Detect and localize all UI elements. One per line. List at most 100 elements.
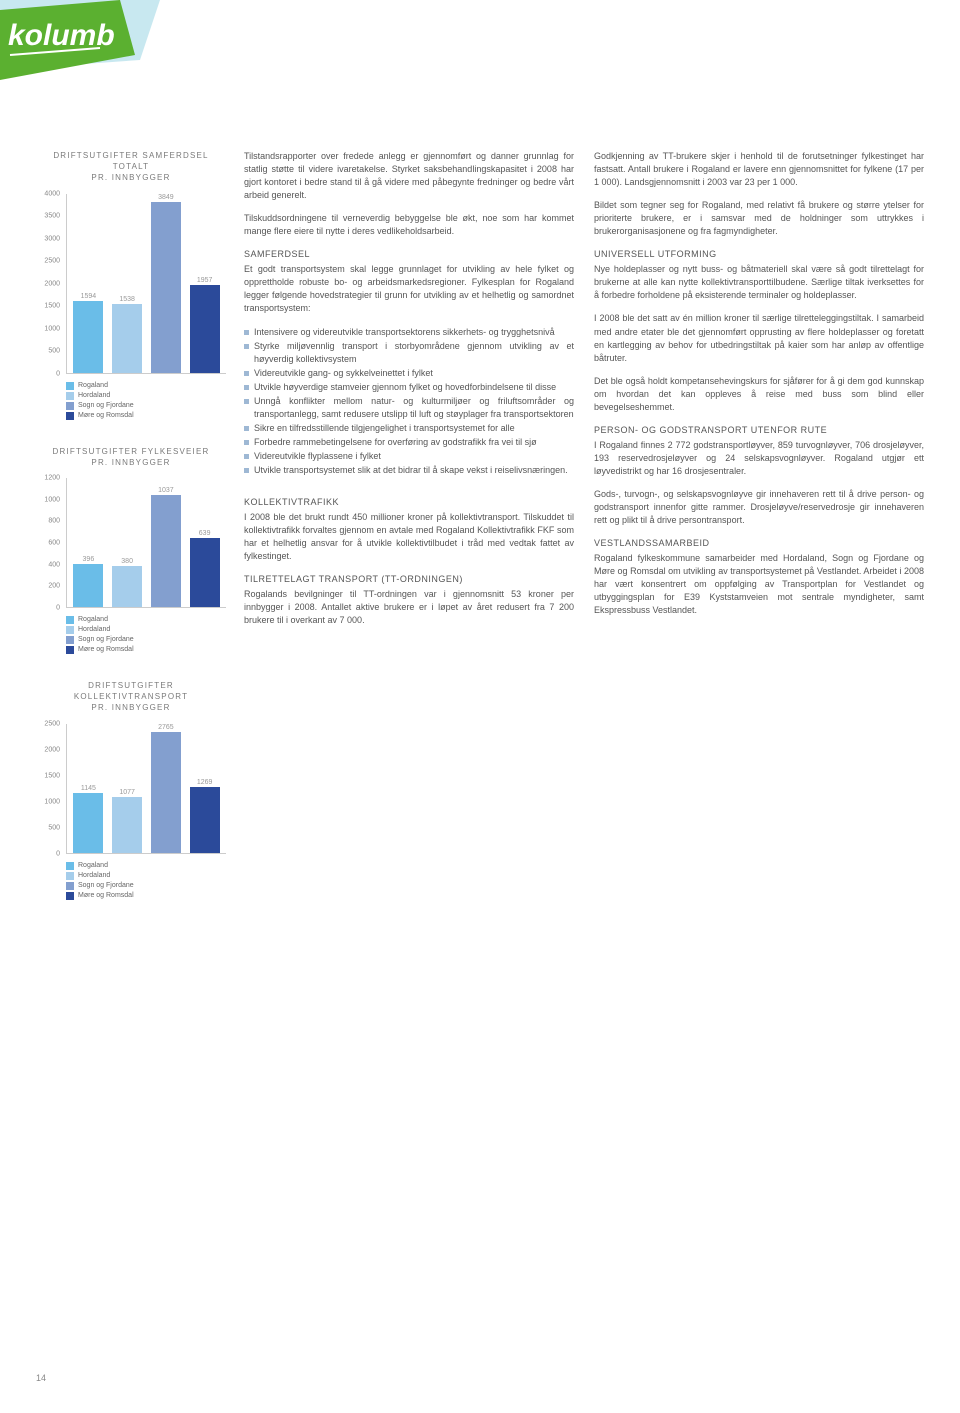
legend-swatch [66,892,74,900]
svg-text:kolumb: kolumb [8,19,115,52]
bar-value-label: 1145 [81,785,96,792]
chart-area: 0500100015002000250030003500400015941538… [36,194,226,374]
y-tick-label: 1200 [44,474,60,481]
y-tick-label: 1000 [44,496,60,503]
chart-bars: 396 380 1037 639 [66,478,226,608]
bullet-item: Videreutvikle gang- og sykkelveinettet i… [244,367,574,380]
bar-value-label: 396 [83,556,95,563]
section-heading-samferdsel: SAMFERDSEL [244,248,574,261]
bar-rect [112,797,142,853]
y-tick-label: 2000 [44,746,60,753]
paragraph: I 2008 ble det brukt rundt 450 millioner… [244,511,574,563]
y-tick-label: 0 [56,850,60,857]
chart-title: DRIFTSUTGIFTER SAMFERDSEL TOTALTPR. INNB… [36,150,226,184]
bar-rect [151,495,181,606]
bar-rect [73,301,103,372]
legend-item: Rogaland [66,616,226,624]
paragraph: Gods-, turvogn-, og selskapsvognløyve gi… [594,488,924,527]
bar-rect [151,202,181,373]
legend-label: Møre og Romsdal [78,646,134,653]
y-tick-label: 0 [56,604,60,611]
legend-swatch [66,616,74,624]
paragraph: Rogaland fylkeskommune samarbeider med H… [594,552,924,617]
y-tick-label: 600 [48,539,60,546]
chart-bars: 1594153838491957 [66,194,226,374]
header-logo-image: kolumb [0,0,160,90]
bar: 1037 [149,478,184,607]
legend-label: Hordaland [78,392,110,399]
chart-title: DRIFTSUTGIFTER KOLLEKTIVTRANSPORTPR. INN… [36,680,226,714]
legend-label: Sogn og Fjordane [78,636,134,643]
legend-swatch [66,882,74,890]
bar-rect [112,566,142,607]
bar: 639 [187,478,222,607]
chart-legend: Rogaland Hordaland Sogn og Fjordane Møre og… [36,382,226,420]
bar-value-label: 380 [121,558,133,565]
legend-swatch [66,392,74,400]
y-tick-label: 2500 [44,720,60,727]
bullet-item: Unngå konflikter mellom natur- og kultur… [244,395,574,421]
legend-swatch [66,646,74,654]
bullet-item: Forbedre rammebetingelsene for overførin… [244,436,574,449]
legend-item: Møre og Romsdal [66,646,226,654]
chart-title: DRIFTSUTGIFTER FYLKESVEIERPR. INNBYGGER [36,446,226,468]
chart-block: DRIFTSUTGIFTER KOLLEKTIVTRANSPORTPR. INN… [36,680,226,900]
legend-swatch [66,412,74,420]
text-column-1: Tilstandsrapporter over fredede anlegg e… [244,150,574,926]
y-tick-label: 1000 [44,325,60,332]
legend-swatch [66,626,74,634]
legend-item: Rogaland [66,862,226,870]
y-tick-label: 500 [48,348,60,355]
bullet-list: Intensivere og videreutvikle transportse… [244,326,574,478]
bar: 1594 [71,194,106,373]
legend-label: Sogn og Fjordane [78,402,134,409]
paragraph: Nye holdeplasser og nytt buss- og båtmat… [594,263,924,302]
y-tick-label: 2500 [44,258,60,265]
legend-item: Møre og Romsdal [66,892,226,900]
bar: 1538 [110,194,145,373]
paragraph: Rogalands bevilgninger til TT-ordningen … [244,588,574,627]
section-heading-uu: UNIVERSELL UTFORMING [594,248,924,261]
y-tick-label: 0 [56,370,60,377]
y-tick-label: 200 [48,583,60,590]
y-tick-label: 1500 [44,772,60,779]
legend-item: Sogn og Fjordane [66,402,226,410]
bullet-item: Intensivere og videreutvikle transportse… [244,326,574,339]
bar: 2765 [149,724,184,853]
legend-label: Hordaland [78,872,110,879]
y-tick-label: 3000 [44,235,60,242]
section-heading-tt: TILRETTELAGT TRANSPORT (TT-ORDNINGEN) [244,573,574,586]
page-content: DRIFTSUTGIFTER SAMFERDSEL TOTALTPR. INNB… [36,150,924,926]
text-column-2: Godkjenning av TT-brukere skjer i henhol… [594,150,924,926]
bar: 1269 [187,724,222,853]
y-axis: 05001000150020002500 [36,724,64,854]
bar-value-label: 1269 [197,779,213,786]
charts-sidebar: DRIFTSUTGIFTER SAMFERDSEL TOTALTPR. INNB… [36,150,226,926]
y-tick-label: 4000 [44,190,60,197]
bar-value-label: 3849 [158,194,174,201]
text-columns: Tilstandsrapporter over fredede anlegg e… [244,150,924,926]
bullet-item: Utvikle transportsystemet slik at det bi… [244,464,574,477]
paragraph: I 2008 ble det satt av én million kroner… [594,312,924,364]
legend-label: Hordaland [78,626,110,633]
chart-area: 050010001500200025001145107727651269 [36,724,226,854]
legend-label: Rogaland [78,862,108,869]
legend-swatch [66,382,74,390]
chart-block: DRIFTSUTGIFTER FYLKESVEIERPR. INNBYGGER 0… [36,446,226,654]
chart-legend: Rogaland Hordaland Sogn og Fjordane Møre og… [36,616,226,654]
bar: 3849 [149,194,184,373]
legend-item: Sogn og Fjordane [66,882,226,890]
legend-item: Hordaland [66,872,226,880]
y-tick-label: 1000 [44,798,60,805]
section-heading-person: PERSON- OG GODSTRANSPORT UTENFOR RUTE [594,424,924,437]
bar-value-label: 2765 [158,724,174,731]
bar: 396 [71,478,106,607]
legend-label: Møre og Romsdal [78,412,134,419]
legend-item: Rogaland [66,382,226,390]
bullet-item: Utvikle høyverdige stamveier gjennom fyl… [244,381,574,394]
page-number: 14 [36,1373,46,1383]
legend-item: Sogn og Fjordane [66,636,226,644]
bar-value-label: 1594 [81,293,97,300]
bar-value-label: 1538 [119,296,135,303]
bar-value-label: 639 [199,530,211,537]
